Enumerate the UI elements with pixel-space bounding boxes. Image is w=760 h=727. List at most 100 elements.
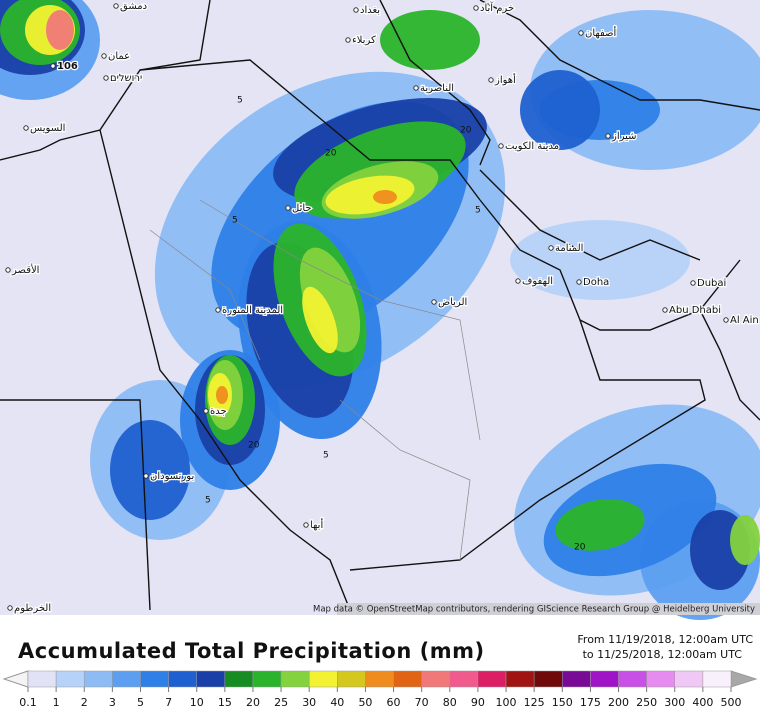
city-marker — [413, 85, 419, 91]
city-label: السويس — [30, 123, 65, 134]
city-label: Al Ain — [730, 315, 759, 326]
city-label: ירושלים — [110, 73, 142, 84]
city-label: خرم آباد — [480, 1, 514, 14]
colorbar-box — [337, 670, 366, 688]
colorbar-box — [252, 670, 282, 688]
colorbar-label: 40 — [330, 696, 344, 709]
colorbar-box — [449, 670, 479, 688]
borders — [0, 0, 760, 611]
contour-label: 5 — [237, 96, 243, 106]
city-label: أصفهان — [585, 26, 617, 39]
colorbar-box — [280, 670, 310, 688]
colorbar-label: 2 — [81, 696, 88, 709]
city-marker — [723, 317, 729, 323]
city-marker — [431, 299, 437, 305]
colorbar-label: 25 — [274, 696, 288, 709]
city-marker — [576, 279, 582, 285]
city-marker — [23, 125, 29, 131]
colorbar-label: 250 — [636, 696, 657, 709]
city-label: جدة — [210, 406, 227, 417]
contour-label: 5 — [323, 451, 329, 461]
colorbar-label: 90 — [471, 696, 485, 709]
city-marker — [7, 605, 13, 611]
precip-area — [373, 190, 397, 204]
colorbar-box — [55, 670, 85, 688]
colorbar-label: 70 — [415, 696, 429, 709]
colorbar-label: 300 — [664, 696, 685, 709]
colorbar-box — [140, 670, 169, 688]
city-label: الرياض — [438, 297, 467, 308]
colorbar-label: 500 — [721, 696, 742, 709]
city-marker — [101, 53, 107, 59]
colorbar-box — [365, 670, 394, 688]
colorbar-box — [477, 670, 507, 688]
colorbar-box — [562, 670, 591, 688]
colorbar-label: 400 — [692, 696, 713, 709]
precip-area — [216, 386, 228, 404]
city-label: الناصرية — [420, 83, 454, 94]
colorbar-box — [196, 670, 226, 688]
colorbar-label: 3 — [109, 696, 116, 709]
city-label: دمشق — [120, 1, 147, 12]
colorbar-label: 100 — [496, 696, 517, 709]
contour-label: 5 — [232, 216, 238, 226]
city-marker — [50, 63, 56, 69]
city-marker — [113, 3, 119, 9]
colorbar-label: 50 — [358, 696, 372, 709]
colorbar-box — [646, 670, 676, 688]
colorbar: 0.1 1 2 3 5 7 10 15 20 25 30 40 50 60 70 80 90 100 125 150 1… — [19, 670, 742, 709]
city-label: المنامة — [555, 243, 583, 254]
date-from: From 11/19/2018, 12:00am UTC — [577, 633, 753, 646]
colorbar-label: 0.1 — [19, 696, 37, 709]
colorbar-label: 200 — [608, 696, 629, 709]
colorbar-label: 175 — [580, 696, 601, 709]
city-label: حائل — [292, 203, 312, 214]
city-marker — [345, 37, 351, 43]
precip-area — [302, 286, 338, 354]
attribution: Map data © OpenStreetMap contributors, r… — [313, 605, 755, 615]
colorbar-box — [393, 670, 422, 688]
precip-area — [555, 499, 645, 551]
colorbar-label: 80 — [443, 696, 457, 709]
colorbar-under-arrow — [2, 670, 29, 688]
city-marker — [662, 307, 668, 313]
colorbar-label: 1 — [53, 696, 60, 709]
city-marker — [488, 77, 494, 83]
colorbar-label: 30 — [302, 696, 316, 709]
colorbar-label: 125 — [524, 696, 545, 709]
colorbar-label: 7 — [165, 696, 172, 709]
precip-area — [380, 10, 480, 70]
colorbar-box — [505, 670, 535, 688]
colorbar-box — [702, 670, 732, 688]
city-marker — [215, 307, 221, 313]
colorbar-label: 5 — [137, 696, 144, 709]
max-value-label: 106 — [57, 61, 78, 72]
contour-label: 5 — [475, 206, 481, 216]
colorbar-label: 150 — [552, 696, 573, 709]
city-label: Dubai — [697, 278, 726, 289]
city-marker — [103, 75, 109, 81]
city-marker — [303, 522, 309, 528]
city-marker — [578, 30, 584, 36]
city-marker — [285, 205, 291, 211]
city-label: بورتسودان — [150, 471, 194, 482]
city-label: بغداد — [360, 5, 380, 16]
colorbar-box — [533, 670, 563, 688]
city-marker — [690, 280, 696, 286]
city-label: کربلاء — [352, 35, 376, 46]
colorbar-box — [674, 670, 704, 688]
colorbar-box — [83, 670, 113, 688]
colorbar-label: 10 — [190, 696, 204, 709]
city-marker — [473, 5, 479, 11]
city-marker — [143, 473, 149, 479]
precip-area — [730, 515, 760, 565]
city-marker — [353, 7, 359, 13]
city-marker — [548, 245, 554, 251]
precip-area — [46, 10, 74, 50]
city-marker — [498, 143, 504, 149]
city-label: مدينة الكويت — [505, 141, 559, 152]
precip-area — [325, 175, 415, 215]
precip-area — [110, 420, 190, 520]
